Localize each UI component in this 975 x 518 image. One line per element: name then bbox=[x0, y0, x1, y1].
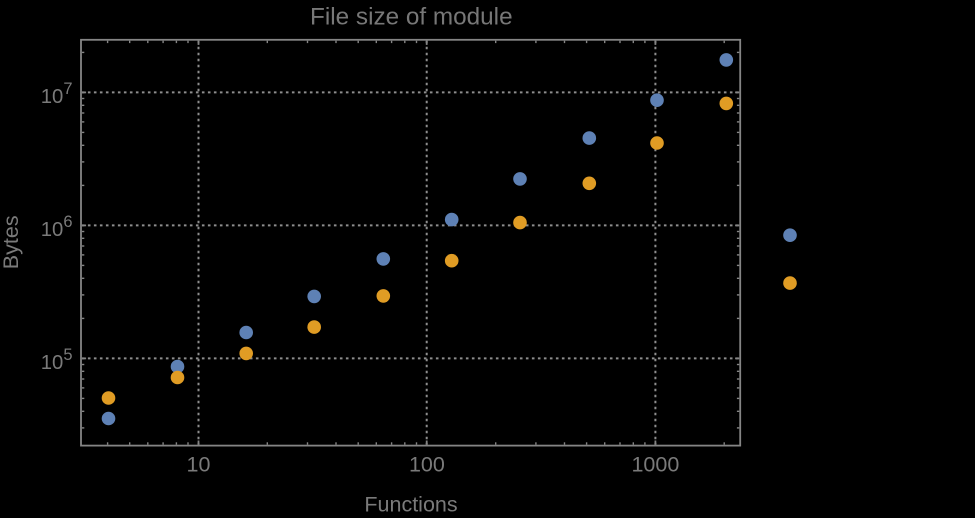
svg-text:1000: 1000 bbox=[631, 453, 679, 477]
svg-text:6: 6 bbox=[63, 213, 72, 231]
svg-text:10: 10 bbox=[41, 86, 64, 108]
svg-text:Functions: Functions bbox=[364, 492, 457, 513]
svg-text:10: 10 bbox=[187, 453, 211, 477]
svg-text:10: 10 bbox=[41, 352, 64, 374]
svg-text:5: 5 bbox=[63, 346, 72, 364]
svg-text:Bytes: Bytes bbox=[0, 215, 23, 269]
svg-text:100: 100 bbox=[409, 453, 445, 477]
svg-text:7: 7 bbox=[63, 80, 72, 98]
svg-text:10: 10 bbox=[41, 219, 64, 241]
svg-text:File size of module: File size of module bbox=[310, 4, 513, 31]
